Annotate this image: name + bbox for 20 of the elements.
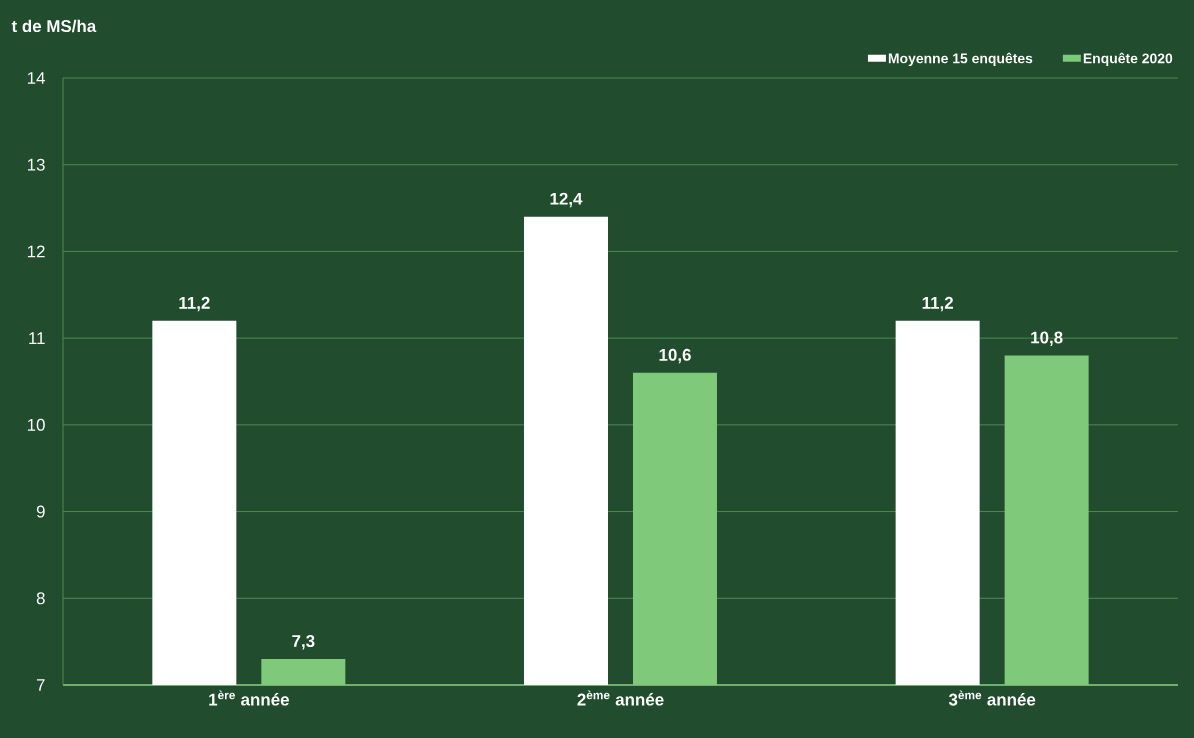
y-tick-label: 14: [27, 72, 45, 84]
data-label: 12,4: [550, 192, 583, 208]
y-tick-label: 12: [27, 245, 45, 258]
legend-label: Moyenne 15 enquêtes: [888, 52, 1033, 67]
x-tick-label: 3$^{ème}$ année: [948, 690, 1036, 706]
data-label: 11,2: [922, 296, 953, 312]
y-tick-label: 10: [27, 418, 45, 431]
y-axis-title: t de MS/ha: [11, 19, 97, 33]
y-tick-label: 13: [27, 158, 45, 171]
data-label: 10,6: [659, 348, 691, 364]
y-tick-label: 11: [29, 332, 45, 344]
data-label: 7,3: [292, 635, 315, 650]
y-tick-label: 9: [36, 505, 45, 518]
legend-label: Enquête 2020: [1083, 52, 1173, 67]
x-tick-label: 1$^{ère}$ année: [209, 690, 289, 706]
x-tick-label: 2$^{ème}$ année: [577, 690, 664, 706]
y-tick-label: 8: [36, 592, 45, 605]
data-label: 10,8: [1031, 331, 1063, 346]
y-tick-label: 7: [36, 679, 45, 691]
data-label: 11,2: [179, 296, 210, 312]
